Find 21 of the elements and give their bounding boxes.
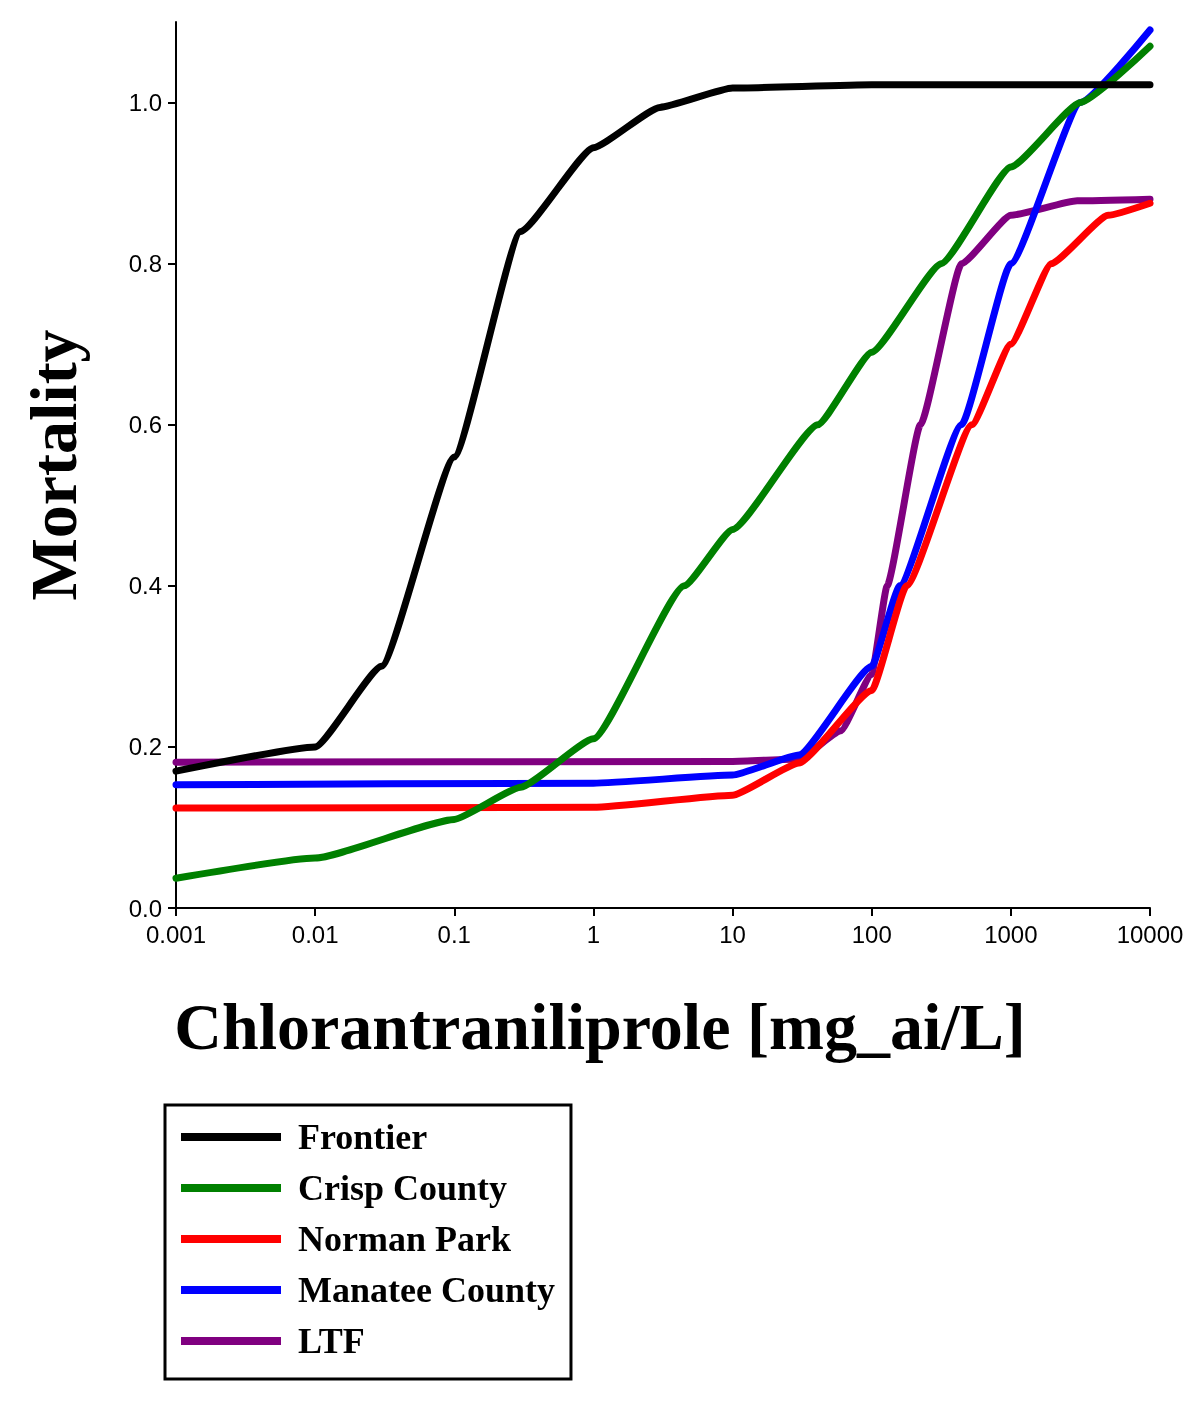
y-tick-label: 0.8 [128,250,162,278]
legend-label: Norman Park [298,1219,511,1259]
legend-label: LTF [298,1321,365,1361]
y-axis-title: Mortality [16,329,90,601]
y-tick-label: 0.2 [128,733,162,761]
y-tick-label: 0.6 [128,411,162,439]
x-axis-title: Chlorantraniliprole [mg_ai/L] [174,989,1026,1063]
y-tick-label: 1.0 [128,89,162,117]
x-tick-label: 1000 [984,920,1038,948]
legend-label: Frontier [298,1117,428,1157]
x-tick-label: 10000 [1116,920,1184,948]
x-tick-label: 10 [719,920,746,948]
x-tick-label: 0.01 [291,920,339,948]
legend-label: Crisp County [298,1168,508,1208]
x-tick-label: 0.001 [145,920,207,948]
y-tick-label: 0.0 [128,894,162,922]
x-tick-label: 0.1 [437,920,471,948]
x-tick-label: 100 [851,920,892,948]
y-tick-label: 0.4 [128,572,162,600]
x-tick-label: 1 [586,920,601,948]
legend-label: Manatee County [298,1270,555,1310]
